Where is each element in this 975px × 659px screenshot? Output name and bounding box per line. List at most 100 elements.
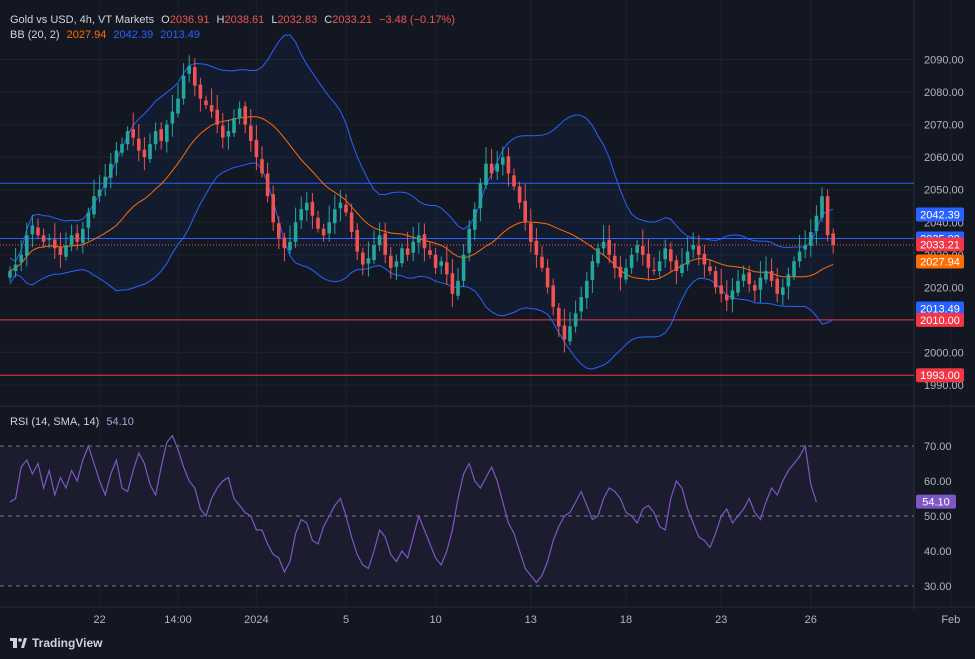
candle-body — [400, 248, 404, 264]
candle-body — [461, 254, 466, 281]
candle-body — [545, 267, 550, 288]
candle-body — [47, 238, 51, 240]
price-tag-label: 2027.94 — [920, 257, 960, 269]
candle-body — [260, 159, 264, 174]
price-tick-label: 2060.00 — [924, 152, 964, 164]
candle-body — [204, 100, 208, 106]
candle-body — [383, 233, 387, 255]
candle-body — [517, 186, 522, 203]
bb-legend[interactable]: BB (20, 2) 2027.94 2042.39 2013.49 — [10, 29, 204, 41]
candle-body — [685, 251, 690, 265]
candle-body — [484, 163, 488, 186]
candle-body — [445, 262, 449, 275]
candle-body — [624, 267, 628, 280]
rsi-tag-label: 54.10 — [922, 497, 950, 509]
candle-body — [764, 271, 768, 280]
candle-body — [792, 261, 796, 277]
candle-body — [30, 225, 35, 235]
candle-body — [702, 253, 707, 265]
candle-body — [601, 241, 606, 249]
candle-body — [803, 245, 807, 250]
candle-body — [41, 235, 46, 242]
candle-body — [153, 131, 158, 145]
candle-body — [590, 261, 595, 280]
candle-body — [730, 290, 735, 300]
candle-body — [697, 246, 701, 255]
candle-body — [36, 227, 40, 236]
price-tag-background — [916, 301, 964, 316]
candle-body — [372, 245, 376, 261]
price-tag-label: 2042.39 — [920, 209, 960, 221]
price-tick-label: 2080.00 — [924, 87, 964, 99]
candle-body — [299, 209, 303, 221]
candle-body — [568, 326, 572, 342]
price-tag-label: 2013.49 — [920, 304, 960, 316]
candle-body — [97, 189, 102, 197]
rsi-legend[interactable]: RSI (14, SMA, 14) 54.10 — [10, 416, 138, 428]
candle-body — [293, 222, 298, 242]
candle-body — [831, 233, 835, 246]
candle-body — [249, 125, 253, 141]
time-tick-label: 18 — [620, 614, 632, 626]
candle-body — [495, 163, 499, 172]
candle-body — [405, 248, 410, 255]
bollinger-basis-line — [9, 116, 834, 281]
candle-body — [271, 194, 275, 223]
open-value: 2036.91 — [169, 14, 210, 26]
candle-body — [193, 67, 197, 86]
tradingview-branding[interactable]: TradingView — [10, 636, 102, 650]
candle-body — [691, 245, 695, 250]
candle-body — [159, 129, 163, 141]
candle-body — [814, 215, 819, 232]
candle-body — [92, 196, 96, 215]
candle-body — [820, 196, 824, 218]
open-label: O — [161, 14, 170, 26]
rsi-tick-label: 30.00 — [924, 581, 952, 593]
candle-body — [579, 297, 583, 312]
candle-body — [467, 228, 471, 253]
rsi-label: RSI (14, SMA, 14) — [10, 416, 100, 428]
candle-body — [64, 245, 68, 257]
time-tick-label: Feb — [941, 614, 960, 626]
symbol-title: Gold vs USD, 4h, VT Markets — [10, 14, 155, 26]
candle-body — [786, 274, 791, 287]
axes: 1990.002000.002010.002020.002030.002040.… — [93, 55, 963, 626]
candle-body — [165, 124, 169, 142]
candle-body — [125, 131, 130, 145]
bb-label: BB (20, 2) — [10, 29, 60, 41]
candle-body — [305, 202, 309, 211]
candle-body — [540, 256, 544, 268]
candle-body — [53, 239, 57, 249]
candle-body — [86, 212, 91, 228]
bollinger-lines — [9, 34, 834, 370]
price-tag-background — [916, 368, 964, 383]
candle-body — [75, 233, 79, 242]
candle-body — [8, 271, 12, 278]
price-tag-background — [916, 312, 964, 327]
candle-body — [243, 106, 247, 125]
candle-body — [355, 230, 359, 252]
price-tick-label: 2070.00 — [924, 120, 964, 132]
candle-body — [232, 118, 236, 134]
candle-body — [657, 261, 662, 272]
candle-body — [148, 144, 152, 160]
price-tick-label: 1990.00 — [924, 380, 964, 392]
candle-body — [310, 201, 315, 216]
high-value: 2038.61 — [224, 14, 265, 26]
candle-body — [797, 251, 802, 262]
candles — [8, 55, 835, 353]
price-tag-label: 2010.00 — [920, 315, 960, 327]
candle-body — [825, 196, 830, 236]
candle-body — [394, 261, 399, 267]
horizontal-lines — [0, 182, 914, 376]
candle-body — [277, 223, 281, 239]
candle-body — [573, 313, 578, 327]
candle-body — [439, 261, 443, 266]
candle-body — [265, 173, 270, 197]
rsi-tick-label: 60.00 — [924, 476, 952, 488]
candle-body — [81, 228, 85, 243]
low-value: 2032.83 — [277, 14, 318, 26]
price-tag-background — [916, 254, 964, 269]
